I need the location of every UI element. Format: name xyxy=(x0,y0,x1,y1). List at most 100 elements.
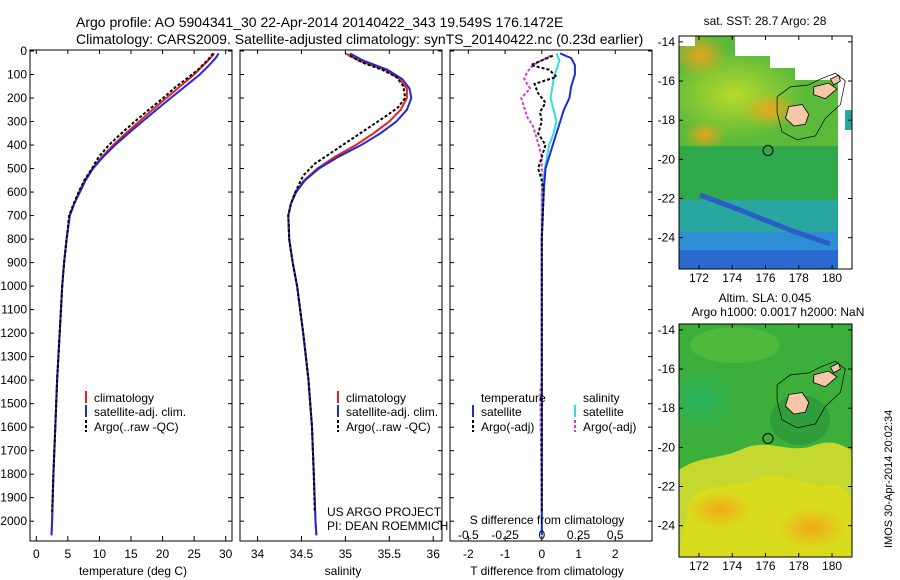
s-tick-label: -0.5 xyxy=(458,528,479,542)
x-tick-label: 1 xyxy=(575,547,582,561)
legend-label-s-satellite: satellite xyxy=(583,405,624,419)
sst-hot-patch xyxy=(740,92,800,128)
island xyxy=(829,362,841,374)
x-tick-label: 35 xyxy=(339,547,353,561)
s-tick-label: 0.5 xyxy=(607,528,624,542)
depth-tick-label: 1200 xyxy=(0,326,27,340)
sst-missing-data xyxy=(838,80,852,269)
salinity-traces xyxy=(287,52,413,536)
s-tick-label: -0.25 xyxy=(491,528,519,542)
s-tick-label: 0.25 xyxy=(567,528,591,542)
sla-map-title1: Altim. SLA: 0.045 xyxy=(719,291,812,305)
map-y-tick-label: -22 xyxy=(658,192,676,206)
argo-float-marker xyxy=(762,145,774,157)
x-tick-label: 35.5 xyxy=(378,547,402,561)
map-y-tick-label: -14 xyxy=(658,323,676,337)
depth-tick-label: 1300 xyxy=(0,350,27,364)
difference-panel xyxy=(449,49,653,542)
temperature-argo-line xyxy=(51,52,214,512)
s-difference-axis-label: S difference from climatology xyxy=(470,513,625,527)
s-tick-label: 0 xyxy=(538,528,545,542)
depth-tick-label: 1900 xyxy=(0,491,27,505)
legend-header-temperature: temperature xyxy=(481,391,546,405)
sst-cold-band xyxy=(679,250,852,269)
temperature-axis-label: temperature (deg C) xyxy=(79,564,187,578)
sla-peak xyxy=(688,492,752,528)
difference-traces xyxy=(520,52,576,536)
map-x-tick-label: 176 xyxy=(755,559,775,573)
t-difference-satellite-line xyxy=(540,52,576,536)
depth-tick-label: 1100 xyxy=(1,303,27,317)
temperature-traces xyxy=(50,52,220,536)
depth-tick-label: 1700 xyxy=(0,444,27,458)
depth-tick-label: 2000 xyxy=(0,514,27,528)
sst-missing-data xyxy=(735,36,770,56)
sst-map: 172 174 176 178 180 -14 -16 -18 -20 -22 -24 xyxy=(658,35,853,285)
sla-peak xyxy=(777,508,847,548)
legend-label-climatology: climatology xyxy=(346,391,406,405)
legend-label-t-satellite: satellite xyxy=(481,405,522,419)
depth-tick-label: 700 xyxy=(7,209,27,223)
legend-label-argo: Argo(..raw -QC) xyxy=(94,420,179,434)
x-tick-label: 5 xyxy=(65,547,72,561)
temperature-x-axis: 0 5 10 15 20 25 30 xyxy=(33,50,233,561)
map-x-tick-label: 174 xyxy=(722,271,742,285)
map-y-tick-label: -24 xyxy=(658,519,676,533)
depth-tick-label: 400 xyxy=(7,138,27,152)
sla-map: 172 174 176 178 180 -14 -16 -18 -20 -22 -24 xyxy=(658,323,853,573)
legend-label-satellite: satellite-adj. clim. xyxy=(346,405,438,419)
x-tick-label: 0 xyxy=(33,547,40,561)
map-x-tick-label: 180 xyxy=(822,559,842,573)
sst-cold-streak xyxy=(699,192,831,247)
depth-axis: 0 100 200 300 400 500 600 700 800 900 1000 1100 1200… xyxy=(0,44,652,528)
sla-dark-patch xyxy=(770,395,830,445)
map-y-tick-label: -18 xyxy=(658,401,676,415)
x-tick-label: 10 xyxy=(93,547,107,561)
difference-s-axis: -0.5 -0.25 0 0.25 0.5 xyxy=(458,528,624,542)
x-tick-label: 2 xyxy=(612,547,619,561)
island xyxy=(813,82,838,100)
figure-title-line2: Climatology: CARS2009. Satellite-adjuste… xyxy=(76,31,643,47)
map-x-tick-label: 176 xyxy=(755,271,775,285)
salinity-argo-line xyxy=(287,54,407,512)
temperature-legend: climatology satellite-adj. clim. Argo(..… xyxy=(85,391,186,434)
map-y-tick-label: -18 xyxy=(658,113,676,127)
map-x-tick-label: 180 xyxy=(822,271,842,285)
depth-tick-label: 100 xyxy=(7,68,27,82)
difference-x-axis: -2 -1 0 1 2 xyxy=(463,50,619,561)
map-y-tick-label: -20 xyxy=(658,440,676,454)
map-y-tick-label: -16 xyxy=(658,362,676,376)
x-tick-label: 34.5 xyxy=(290,547,314,561)
map-y-tick-label: -16 xyxy=(658,74,676,88)
temperature-panel xyxy=(29,49,233,542)
x-tick-label: 30 xyxy=(219,547,233,561)
sst-hot-patch xyxy=(683,121,727,149)
sst-hot-patch xyxy=(679,36,728,77)
depth-tick-label: 800 xyxy=(7,232,27,246)
legend-label-argo: Argo(..raw -QC) xyxy=(346,420,431,434)
x-tick-label: 20 xyxy=(156,547,170,561)
x-tick-label: 36 xyxy=(427,547,441,561)
credit-line1: US ARGO PROJECT xyxy=(327,505,442,519)
depth-tick-label: 500 xyxy=(7,162,27,176)
depth-tick-label: 1800 xyxy=(0,467,27,481)
x-tick-label: -2 xyxy=(463,547,474,561)
legend-header-salinity: salinity xyxy=(583,391,620,405)
imos-timestamp: IMOS 30-Apr-2014 20:02:34 xyxy=(883,410,895,548)
sla-light-patch xyxy=(690,327,780,363)
island xyxy=(785,392,810,415)
depth-tick-label: 600 xyxy=(7,185,27,199)
depth-tick-label: 1000 xyxy=(0,279,27,293)
sst-missing-data xyxy=(679,36,695,46)
t-difference-axis-label: T difference from climatology xyxy=(470,564,624,578)
depth-tick-label: 0 xyxy=(20,44,27,58)
island xyxy=(829,74,841,86)
salinity-x-axis: 34 34.5 35 35.5 36 xyxy=(251,50,440,561)
sla-light-patch xyxy=(679,365,740,435)
depth-tick-label: 1500 xyxy=(0,397,27,411)
depth-tick-label: 900 xyxy=(7,256,27,270)
reef-outline xyxy=(776,360,846,429)
map-x-tick-label: 172 xyxy=(689,271,709,285)
map-y-tick-label: -22 xyxy=(658,480,676,494)
